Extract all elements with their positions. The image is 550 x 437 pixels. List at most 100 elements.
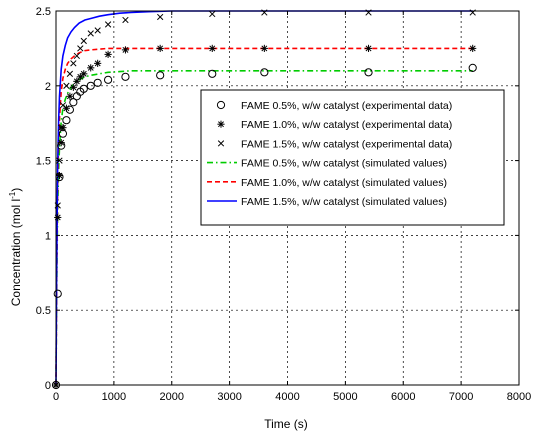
circle-marker-shape [468,63,477,72]
data-point [86,81,95,90]
star-marker-stroke [365,45,372,52]
data-point [104,21,112,28]
legend-marker [216,100,226,110]
circle-marker-shape [208,69,217,78]
data-point [80,70,88,78]
x-marker-stroke [209,10,216,18]
x-tick-label: 5000 [333,391,357,403]
star-marker-stroke [63,105,70,112]
y-tick-label: 2 [45,81,51,93]
y-tick-label: 1 [45,230,51,242]
data-point [469,44,477,52]
legend-item: FAME 0.5%, w/w catalyst (simulated value… [207,158,447,170]
legend-marker [217,120,225,128]
data-point [59,124,67,132]
data-point [94,27,101,34]
x-tick-label: 0 [53,391,59,403]
x-axis-label: Time (s) [264,417,308,431]
x-marker-stroke [104,21,112,28]
circle-marker-shape [121,72,130,81]
data-point [53,289,62,298]
circle-marker-shape [260,68,269,77]
data-point [104,50,112,58]
data-point [58,124,65,131]
data-point [66,92,74,100]
data-point [66,70,74,77]
x-marker-stroke [217,140,225,147]
legend-label: FAME 1.5%, w/w catalyst (simulated value… [241,196,447,208]
data-point [156,71,165,80]
star-marker-stroke [209,45,216,52]
data-point [77,45,84,52]
data-point [209,10,216,18]
legend-label: FAME 1.5%, w/w catalyst (experimental da… [241,138,452,150]
data-point [57,139,65,147]
legend-label: FAME 1.0%, w/w catalyst (simulated value… [241,177,447,189]
data-point [69,83,77,91]
star-marker-stroke [66,93,73,100]
x-marker-stroke [70,60,77,67]
x-marker-stroke [59,102,67,109]
x-marker-stroke [122,16,129,24]
x-tick-label: 7000 [449,391,473,403]
data-point [103,75,113,84]
data-point [260,44,268,52]
x-marker-stroke [63,82,70,89]
x-marker-stroke [77,45,84,52]
x-marker-stroke [80,37,87,45]
x-tick-label: 3000 [217,391,241,403]
legend-item: FAME 1.5%, w/w catalyst (experimental da… [217,138,452,150]
legend-label: FAME 1.0%, w/w catalyst (experimental da… [241,119,452,131]
star-marker-stroke [261,45,268,52]
circle-marker-shape [86,81,95,90]
star-marker-stroke [80,70,87,77]
star-marker-stroke [87,64,94,71]
data-point [157,13,164,21]
legend-marker [217,140,225,147]
circle-marker-shape [79,84,88,93]
y-axis-label: Concentration (mol l-1) [8,188,23,307]
legend: FAME 0.5%, w/w catalyst (experimental da… [200,89,505,226]
data-point [62,116,71,125]
x-tick-label: 6000 [391,391,415,403]
circle-marker-shape [53,289,62,298]
simulated-line [55,70,473,386]
data-point [156,44,164,52]
star-marker-stroke [70,84,77,91]
legend-item: FAME 1.5%, w/w catalyst (simulated value… [207,196,447,208]
x-marker-stroke [87,30,94,37]
circle-marker-shape [156,71,165,80]
data-point [87,30,94,37]
x-tick-label: 8000 [507,391,531,403]
circle-marker-shape [103,75,113,84]
x-tick-label: 4000 [275,391,299,403]
star-marker-stroke [59,124,66,131]
y-tick-label: 0 [45,380,51,392]
data-point [208,69,217,78]
circle-marker-shape [216,100,226,110]
data-point [468,63,477,72]
star-marker-stroke [94,60,101,67]
data-point [208,44,216,52]
data-point [121,72,130,81]
y-tick-label: 1.5 [36,156,51,168]
y-axis-label-superscript: -1 [8,191,17,199]
data-point [55,171,64,180]
axis-ticks: 0 1000 2000 3000 4000 5000 6000 7000 8000 0 0.5 1 1.… [36,6,532,403]
y-axis-label-tail: ) [9,188,23,192]
circle-marker-shape [69,98,78,107]
y-tick-label: 2.5 [36,6,51,18]
circle-marker-shape [93,78,102,87]
data-point [63,82,70,89]
star-marker-stroke [469,45,476,52]
star-marker-stroke [73,78,80,85]
data-point [94,59,102,67]
legend-label: FAME 0.5%, w/w catalyst (experimental da… [241,100,452,112]
data-point [122,16,129,24]
star-marker-stroke [58,139,65,146]
circle-marker-shape [62,116,71,125]
y-tick-label: 0.5 [36,305,51,317]
data-point [80,37,87,45]
legend-item: FAME 0.5%, w/w catalyst (experimental da… [216,100,452,112]
data-point [260,68,269,77]
